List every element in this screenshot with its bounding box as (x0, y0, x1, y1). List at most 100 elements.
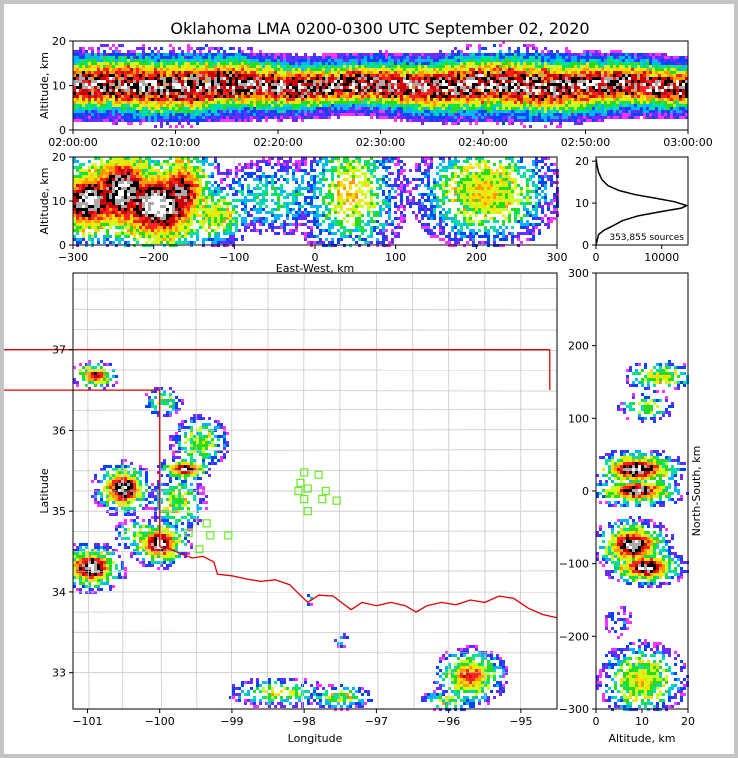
source-cell (130, 71, 133, 74)
source-cell (82, 190, 85, 193)
source-cell (517, 101, 520, 104)
source-cell (487, 101, 490, 104)
source-cell (439, 62, 442, 65)
source-cell (376, 71, 379, 74)
source-cell (409, 80, 412, 83)
source-cell (160, 80, 163, 83)
source-cell (142, 98, 145, 101)
source-cell (550, 56, 553, 59)
source-cell (553, 74, 556, 77)
source-cell (421, 95, 424, 98)
source-cell (109, 83, 112, 86)
source-cell (244, 92, 247, 95)
source-cell (163, 65, 166, 68)
source-cell (529, 104, 532, 107)
source-cell (388, 104, 391, 107)
source-cell (409, 119, 412, 122)
source-cell (250, 98, 253, 101)
source-cell (82, 187, 85, 190)
source-cell (439, 74, 442, 77)
source-cell (433, 116, 436, 119)
source-cell (310, 110, 313, 113)
source-cell (139, 104, 142, 107)
source-cell (466, 65, 469, 68)
source-cell (355, 113, 358, 116)
source-cell (667, 104, 670, 107)
source-cell (550, 86, 553, 89)
source-cell (250, 80, 253, 83)
source-cell (280, 104, 283, 107)
source-cell (169, 113, 172, 116)
source-cell (523, 104, 526, 107)
source-cell (616, 71, 619, 74)
source-cell (571, 80, 574, 83)
source-cell (433, 113, 436, 116)
source-cell (550, 71, 553, 74)
source-cell (91, 92, 94, 95)
source-cell (451, 101, 454, 104)
source-cell (148, 86, 151, 89)
source-cell (499, 50, 502, 53)
source-cell (652, 77, 655, 80)
source-cell (463, 95, 466, 98)
source-cell (568, 74, 571, 77)
source-cell (355, 95, 358, 98)
source-cell (490, 83, 493, 86)
source-cell (583, 77, 586, 80)
source-cell (295, 77, 298, 80)
source-cell (409, 65, 412, 68)
source-cell (670, 62, 673, 65)
source-cell (619, 53, 622, 56)
source-cell (427, 104, 430, 107)
source-cell (529, 62, 532, 65)
source-cell (565, 47, 568, 50)
source-cell (571, 74, 574, 77)
source-cell (103, 71, 106, 74)
source-cell (640, 104, 643, 107)
source-cell (385, 80, 388, 83)
source-cell (649, 65, 652, 68)
source-cell (199, 89, 202, 92)
source-cell (118, 68, 121, 71)
source-cell (274, 89, 277, 92)
source-cell (628, 83, 631, 86)
source-cell (655, 71, 658, 74)
source-cell (289, 110, 292, 113)
source-cell (421, 113, 424, 116)
source-cell (517, 113, 520, 116)
source-cell (376, 98, 379, 101)
source-cell (253, 92, 256, 95)
source-cell (460, 65, 463, 68)
source-cell (469, 53, 472, 56)
source-cell (88, 116, 91, 119)
source-cell (643, 104, 646, 107)
source-cell (427, 116, 430, 119)
source-cell (391, 107, 394, 110)
source-cell (439, 77, 442, 80)
source-cell (349, 59, 352, 62)
source-cell (322, 98, 325, 101)
source-cell (331, 95, 334, 98)
source-cell (472, 110, 475, 113)
source-cell (544, 98, 547, 101)
source-cell (88, 169, 91, 172)
source-cell (145, 86, 148, 89)
source-cell (112, 110, 115, 113)
source-cell (289, 62, 292, 65)
source-cell (85, 196, 88, 199)
source-cell (151, 119, 154, 122)
source-cell (565, 119, 568, 122)
source-cell (199, 65, 202, 68)
source-cell (523, 80, 526, 83)
source-cell (94, 184, 97, 187)
source-cell (169, 119, 172, 122)
source-cell (460, 50, 463, 53)
source-cell (568, 89, 571, 92)
source-cell (604, 89, 607, 92)
source-cell (403, 95, 406, 98)
source-cell (88, 223, 91, 226)
source-cell (565, 98, 568, 101)
source-cell (172, 56, 175, 59)
source-cell (436, 80, 439, 83)
source-cell (367, 68, 370, 71)
